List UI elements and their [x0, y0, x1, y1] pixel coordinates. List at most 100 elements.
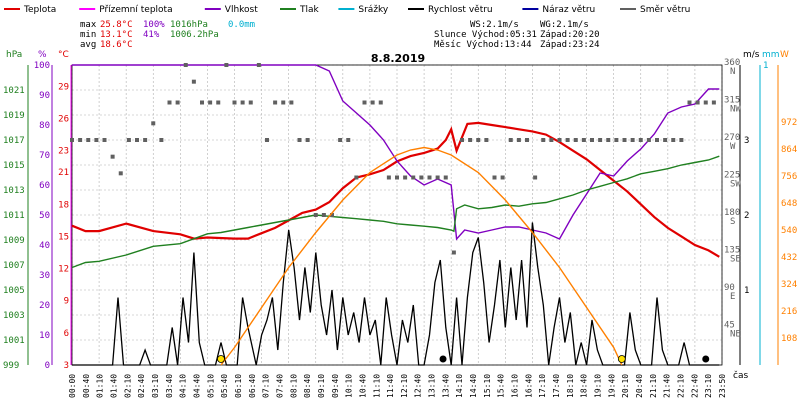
x-axis-label: čas [733, 370, 748, 381]
series-line-2 [71, 155, 720, 269]
x-tick-label: 20:40 [635, 374, 644, 398]
wm2-tick-label: 324 [781, 280, 797, 290]
stats-block: max 25.8°C 100% 1016hPa 0.0mm min 13.1°C… [80, 20, 255, 50]
direction-point [370, 100, 375, 105]
direction-point [346, 138, 351, 142]
direction-point [630, 138, 635, 142]
stat-avg-label: avg [80, 40, 96, 50]
stat-min-pres: 1006.2hPa [170, 30, 219, 40]
legend-label-precip: Srážky [358, 5, 389, 15]
direction-point [403, 175, 408, 180]
stat-max-pres: 1016hPa [170, 20, 208, 30]
moon-set-info: Západ:23:24 [540, 40, 600, 50]
legend-label-feels: Přízemní teplota [99, 5, 172, 15]
x-tick-label: 04:40 [192, 374, 201, 398]
legend-label-temp: Teplota [23, 5, 56, 15]
direction-point [78, 138, 83, 142]
direction-point [313, 213, 318, 217]
x-tick-label: 12:10 [400, 374, 409, 398]
x-tick-label: 07:40 [275, 374, 284, 398]
x-tick-label: 09:40 [331, 374, 340, 398]
direction-point [159, 138, 164, 142]
dir-tick-deg: 135 [724, 246, 740, 256]
direction-point [200, 100, 204, 105]
x-axis: 00:00 00:40 01:10 01:40 02:10 02:40 03:10 03:40… [68, 374, 727, 398]
degc-tick-label: 21 [58, 168, 69, 178]
x-tick-label: 02:10 [123, 374, 132, 398]
legend-label-gust: Náraz větru [542, 5, 595, 15]
degc-tick-label: 18 [58, 200, 69, 210]
stat-precip: 0.0mm [228, 20, 255, 30]
moon-rise-info: Měsíc Východ:13:44 [434, 40, 532, 50]
pct-tick-label: 100 [34, 61, 50, 71]
direction-point [118, 171, 123, 176]
x-tick-label: 01:10 [96, 374, 105, 398]
x-tick-label: 23:10 [704, 374, 713, 398]
x-tick-label: 18:40 [580, 374, 589, 398]
x-tick-label: 01:40 [109, 374, 118, 398]
series-line-5 [220, 146, 623, 366]
dir-tick-name: S [730, 217, 735, 227]
x-tick-label: 18:10 [566, 374, 575, 398]
direction-point [183, 63, 188, 67]
sun-rise-info: Slunce Východ:05:31 [434, 30, 537, 40]
x-tick-label: 15:40 [497, 374, 506, 398]
x-tick-label: 00:00 [68, 374, 77, 398]
direction-point [638, 138, 643, 142]
x-tick-label: 00:40 [82, 374, 91, 398]
direction-point [354, 175, 359, 180]
x-tick-label: 10:10 [345, 374, 354, 398]
pct-tick-label: 40 [39, 241, 50, 251]
x-tick-label: 13:40 [441, 374, 450, 398]
wind-speed-info: WS:2.1m/s [470, 20, 519, 30]
direction-point [508, 138, 513, 142]
hpa-tick-label: 1005 [3, 286, 25, 296]
x-tick-label: 13:10 [428, 374, 437, 398]
direction-point [435, 175, 440, 180]
series-line-1 [72, 64, 720, 241]
direction-point [191, 79, 196, 84]
direction-point [256, 63, 261, 67]
info-block: WS:2.1m/s WG:2.1m/s Slunce Východ:05:31 … [434, 20, 600, 50]
mm-tick-label: 1 [763, 61, 768, 71]
x-tick-label: 19:40 [607, 374, 616, 398]
degc-tick-label: 12 [58, 265, 69, 275]
direction-point [110, 154, 115, 159]
direction-point [378, 100, 383, 105]
direction-point [525, 138, 529, 142]
direction-point [468, 138, 473, 142]
direction-point [70, 138, 74, 142]
direction-point [330, 213, 334, 217]
dir-tick-deg: 360 [724, 58, 740, 68]
pct-tick-label: 10 [39, 331, 50, 341]
wind-gust-info: WG:2.1m/s [540, 20, 589, 30]
x-tick-label: 04:10 [179, 374, 188, 398]
sun-set-info: Západ:20:20 [540, 30, 600, 40]
direction-point [321, 213, 326, 217]
dir-tick-name: SW [730, 180, 741, 190]
direction-point [102, 138, 107, 142]
x-tick-label: 10:40 [358, 374, 367, 398]
direction-point [427, 175, 432, 180]
x-tick-label: 14:40 [469, 374, 478, 398]
grid [71, 64, 723, 366]
hpa-tick-label: 1015 [3, 161, 25, 171]
direction-point [126, 138, 131, 142]
direction-point [655, 138, 659, 142]
direction-point [671, 138, 676, 142]
stat-max-hum: 100% [143, 20, 165, 30]
direction-point [687, 100, 692, 105]
pct-tick-label: 30 [39, 271, 50, 281]
hpa-tick-label: 1019 [3, 111, 25, 121]
chart-title: 8.8.2019 [371, 52, 425, 65]
direction-point [614, 138, 619, 142]
stat-min-hum: 41% [143, 30, 160, 40]
hpa-tick-label: 1017 [3, 136, 25, 146]
pct-tick-label: 70 [39, 151, 50, 161]
dir-tick-name: N [730, 67, 735, 77]
legend: Teplota Přízemní teplota Vlhkost Tlak Srážky… [4, 5, 690, 15]
dir-tick-deg: 270 [724, 133, 740, 143]
direction-point [492, 175, 497, 180]
x-tick-label: 17:10 [538, 374, 547, 398]
